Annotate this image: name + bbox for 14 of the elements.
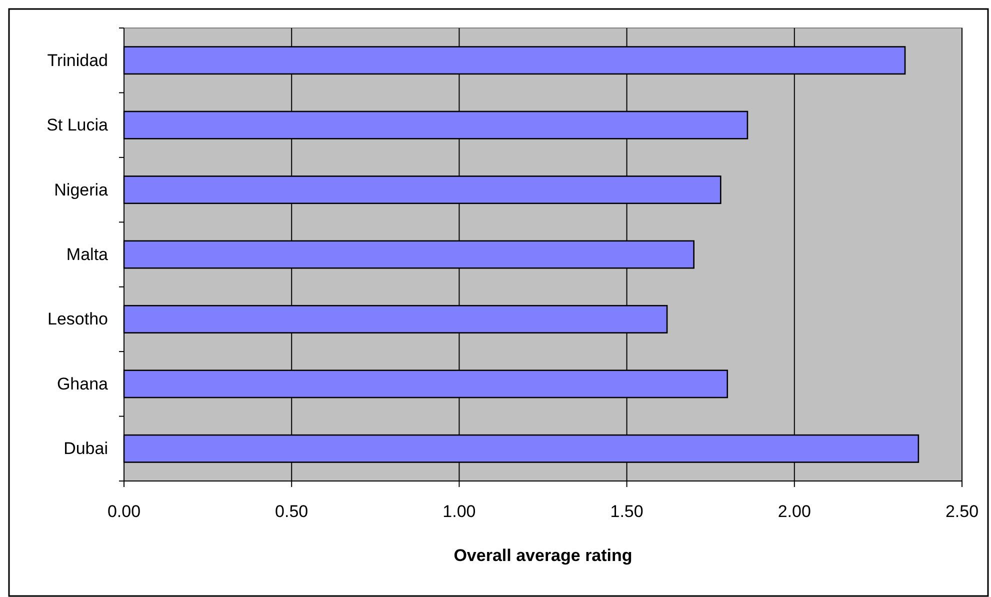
x-axis-title: Overall average rating [454, 546, 632, 565]
x-tick-label: 0.50 [275, 502, 308, 521]
y-tick-label: Nigeria [54, 180, 109, 200]
y-tick-label: Ghana [56, 374, 109, 394]
x-tick-label: 1.50 [610, 502, 644, 521]
x-tick-label: 2.00 [778, 502, 811, 521]
y-tick-label: Trinidad [47, 50, 108, 70]
y-tick-label: Lesotho [48, 310, 108, 329]
y-tick-label: St Lucia [46, 116, 109, 135]
y-tick-label: Malta [66, 245, 109, 264]
x-tick-label: 1.00 [442, 502, 476, 521]
x-tick-label: 2.50 [945, 502, 979, 521]
x-tick-label: 0.00 [107, 502, 141, 521]
y-tick-label: Dubai [64, 439, 108, 458]
